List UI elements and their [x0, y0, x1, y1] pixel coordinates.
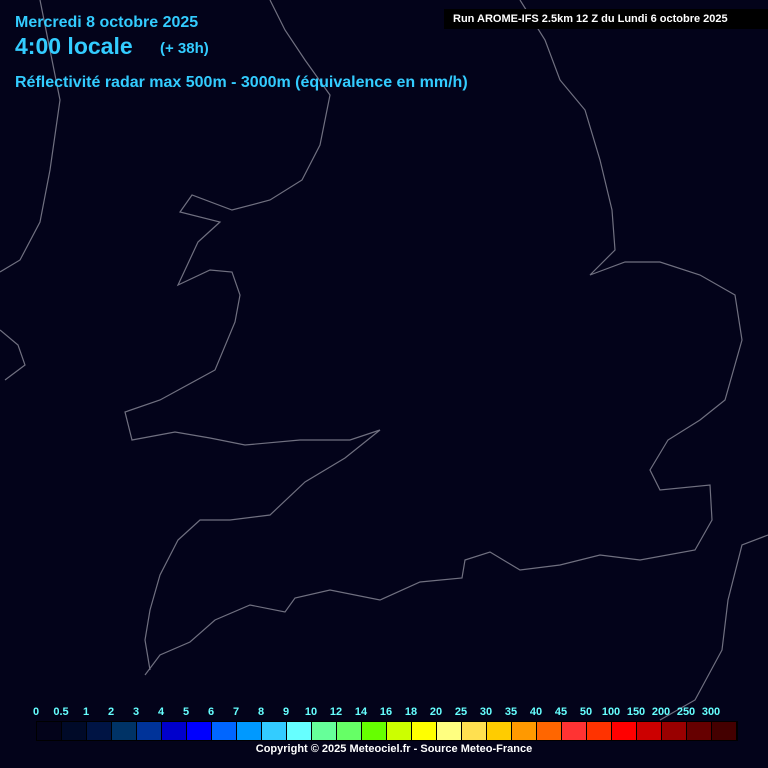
legend-swatch [387, 722, 412, 740]
legend-colorbar [36, 721, 738, 741]
legend-label: 45 [554, 706, 568, 718]
legend-label: 300 [701, 706, 721, 718]
forecast-date: Mercredi 8 octobre 2025 [15, 14, 199, 31]
legend-swatch [512, 722, 537, 740]
legend-swatch [337, 722, 362, 740]
legend-label: 0.5 [53, 706, 69, 718]
legend-label: 20 [429, 706, 443, 718]
coastline-ireland-south [0, 329, 26, 381]
legend-label: 30 [479, 706, 493, 718]
legend-label: 14 [354, 706, 368, 718]
legend-swatch [37, 722, 62, 740]
legend-swatch [237, 722, 262, 740]
legend-label: 35 [504, 706, 518, 718]
legend-swatch [537, 722, 562, 740]
legend-label: 40 [529, 706, 543, 718]
legend-swatch [262, 722, 287, 740]
legend-label: 9 [282, 706, 290, 718]
legend-swatch [487, 722, 512, 740]
parameter-title: Réflectivité radar max 500m - 3000m (équ… [15, 74, 468, 91]
legend-swatch [112, 722, 137, 740]
legend-swatch [312, 722, 337, 740]
legend-label: 4 [157, 706, 165, 718]
legend-swatch [187, 722, 212, 740]
legend-swatch [612, 722, 637, 740]
run-info: Run AROME-IFS 2.5km 12 Z du Lundi 6 octo… [444, 9, 768, 29]
legend-label: 6 [207, 706, 215, 718]
legend-swatch [162, 722, 187, 740]
legend-label: 12 [329, 706, 343, 718]
legend-label: 200 [651, 706, 671, 718]
legend-label: 8 [257, 706, 265, 718]
legend-label: 18 [404, 706, 418, 718]
legend-label: 1 [82, 706, 90, 718]
legend-swatch [412, 722, 437, 740]
legend-label: 0 [32, 706, 40, 718]
forecast-time: 4:00 locale [15, 33, 133, 59]
legend-labels: 0 0.5 1 2 3 4 5 6 7 8 9 10 12 14 16 18 20 25 30 35 40 45 50 100… [0, 706, 768, 720]
legend-label: 2 [107, 706, 115, 718]
legend-swatch [87, 722, 112, 740]
lead-time: (+ 38h) [160, 40, 209, 57]
legend-label: 16 [379, 706, 393, 718]
legend-label: 100 [601, 706, 621, 718]
legend-swatch [212, 722, 237, 740]
legend-swatch [62, 722, 87, 740]
coastlines [0, 0, 768, 721]
legend-swatch [712, 722, 737, 740]
legend-label: 25 [454, 706, 468, 718]
legend-swatch [462, 722, 487, 740]
legend-swatch [137, 722, 162, 740]
legend-swatch [437, 722, 462, 740]
legend-label: 3 [132, 706, 140, 718]
coastline-wales [124, 0, 381, 446]
legend-label: 10 [304, 706, 318, 718]
legend-swatch [562, 722, 587, 740]
legend-swatch [637, 722, 662, 740]
coastline-east-england [144, 0, 743, 676]
legend-label: 5 [182, 706, 190, 718]
legend-swatch [587, 722, 612, 740]
legend-label: 150 [626, 706, 646, 718]
legend-swatch [687, 722, 712, 740]
coastline-bristol-channel [144, 429, 381, 671]
coastline-france [659, 534, 768, 721]
legend-label: 7 [232, 706, 240, 718]
legend-swatch [662, 722, 687, 740]
legend-swatch [287, 722, 312, 740]
legend-label: 50 [579, 706, 593, 718]
coastline-ireland [0, 0, 61, 273]
copyright: Copyright © 2025 Meteociel.fr - Source M… [255, 743, 533, 755]
legend-swatch [362, 722, 387, 740]
legend-label: 250 [676, 706, 696, 718]
